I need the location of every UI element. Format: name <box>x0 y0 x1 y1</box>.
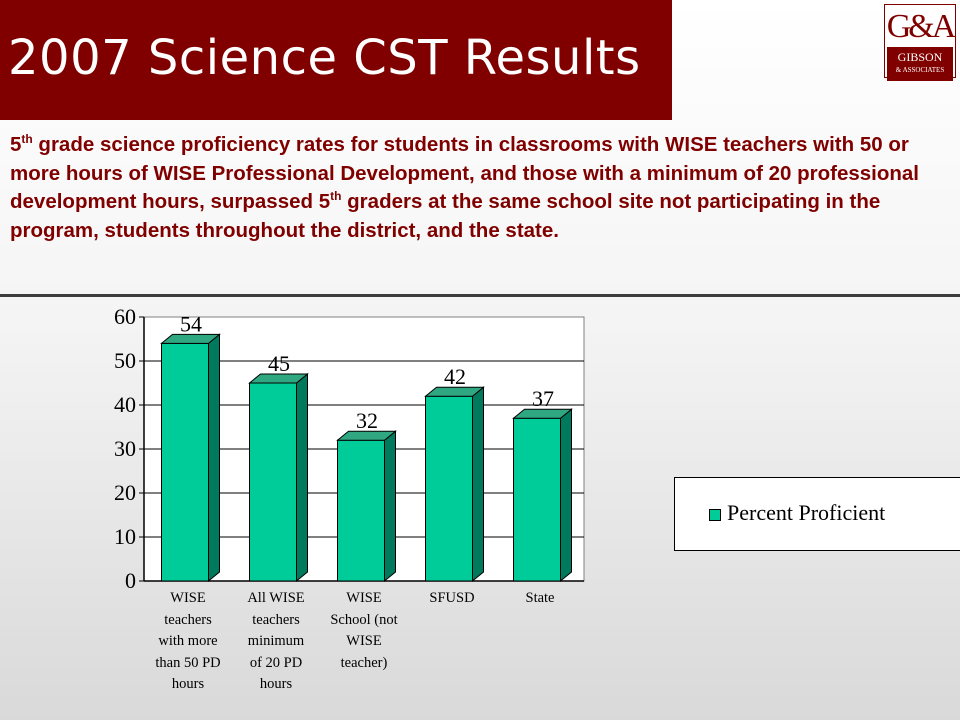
bar <box>337 439 385 582</box>
desc-text-1: grade science proficiency rates for stud… <box>10 133 919 213</box>
data-label: 37 <box>532 386 554 411</box>
bar-top <box>512 408 573 419</box>
bar-side <box>560 408 572 583</box>
data-label: 42 <box>444 364 466 389</box>
bar-top <box>336 430 397 441</box>
desc-text-2: graders at the same school site not part… <box>10 190 881 242</box>
category-label: WISE School (not WISE teacher) <box>330 590 398 671</box>
category-label: WISE teachers with more than 50 PD hours <box>155 590 221 692</box>
desc-ordinal-2: th <box>330 189 342 203</box>
chart-legend: Percent Proficient <box>674 477 960 551</box>
category-label: SFUSD <box>429 590 475 606</box>
logo-sub: & ASSOCIATES <box>895 66 945 74</box>
legend-swatch <box>709 509 721 521</box>
y-tick-label: 40 <box>114 392 136 417</box>
category-label: State <box>525 590 555 606</box>
bar-top <box>248 373 309 384</box>
bar <box>249 382 297 582</box>
data-label: 45 <box>268 351 290 376</box>
divider-line <box>0 294 960 297</box>
bar-top <box>424 386 485 397</box>
data-label: 32 <box>356 408 378 433</box>
bar-side <box>208 333 220 583</box>
gibson-associates-logo: G&A GIBSON & ASSOCIATES <box>884 4 957 81</box>
bar <box>513 417 561 582</box>
slide-description: 5th grade science proficiency rates for … <box>10 131 950 245</box>
legend-label: Percent Proficient <box>727 500 886 525</box>
slide-title: 2007 Science CST Results <box>8 30 641 86</box>
data-label: 54 <box>180 311 202 336</box>
y-tick-label: 20 <box>114 480 136 505</box>
bar-side <box>472 386 484 583</box>
bar-side <box>296 372 308 583</box>
bar <box>161 342 209 582</box>
category-label: All WISE teachers minimum of 20 PD hours <box>247 590 305 692</box>
desc-grade-2: 5 <box>318 190 331 213</box>
bar-top <box>160 333 221 344</box>
desc-grade-1: 5 <box>10 133 22 156</box>
y-tick-label: 30 <box>114 436 136 461</box>
bar-side <box>384 430 396 583</box>
logo-monogram: G&A <box>886 8 957 45</box>
bar <box>425 395 473 582</box>
desc-ordinal-1: th <box>21 132 33 146</box>
logo-name-bar: GIBSON & ASSOCIATES <box>887 47 953 81</box>
title-bar: 2007 Science CST Results <box>0 0 672 120</box>
y-tick-label: 0 <box>125 568 136 593</box>
y-tick-label: 10 <box>114 524 136 549</box>
bar-chart: 0 10 20 30 40 50 60 54 45 32 42 37 <box>114 304 585 593</box>
y-tick-label: 60 <box>114 304 136 329</box>
y-tick-label: 50 <box>114 348 136 373</box>
logo-name: GIBSON <box>897 50 943 64</box>
